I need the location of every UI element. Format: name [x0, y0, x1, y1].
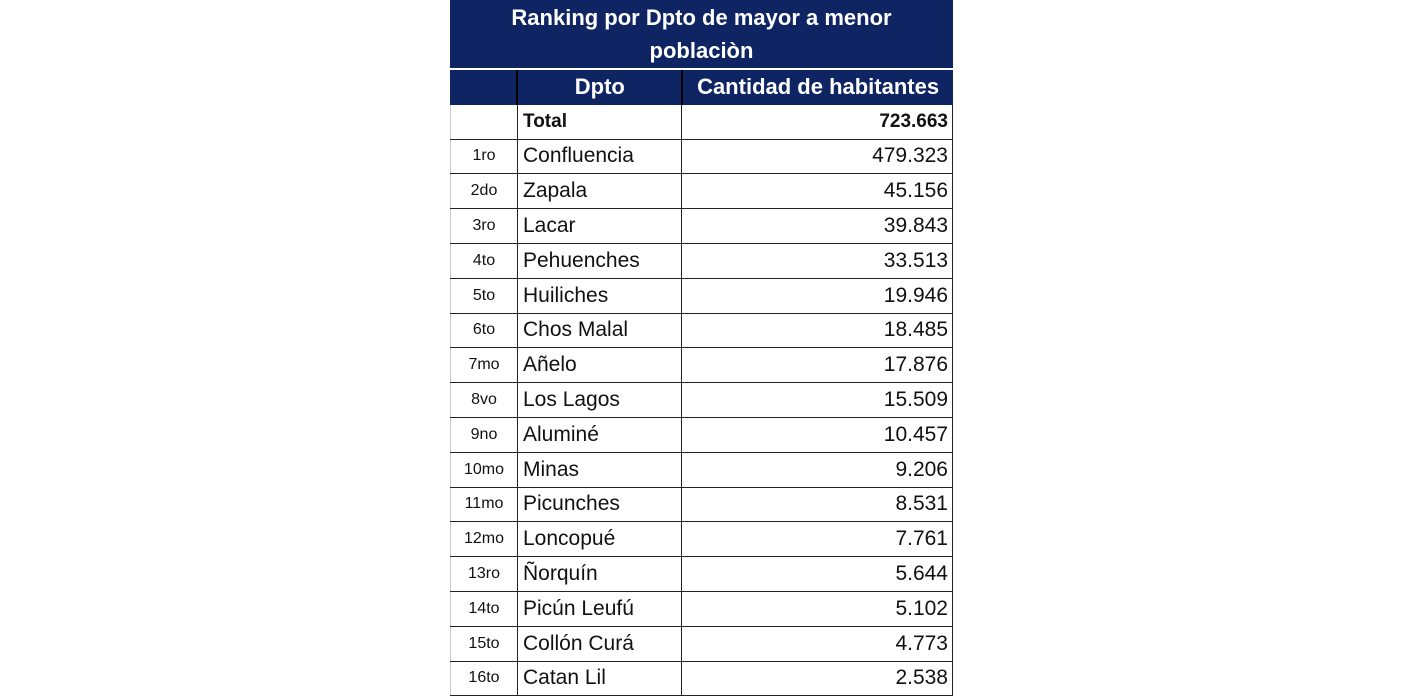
- rank-cell: 4to: [450, 243, 517, 278]
- rank-cell: 5to: [450, 278, 517, 313]
- rank-cell: 3ro: [450, 209, 517, 243]
- total-rank-cell: [450, 104, 517, 139]
- rank-cell: 10mo: [450, 452, 517, 487]
- dpto-cell: Zapala: [517, 174, 681, 209]
- value-cell: 18.485: [681, 313, 953, 348]
- dpto-cell: Los Lagos: [517, 383, 681, 417]
- rank-cell: 14to: [450, 591, 517, 626]
- value-cell: 33.513: [681, 243, 953, 278]
- title-line-2: poblaciòn: [649, 38, 754, 63]
- value-cell: 15.509: [681, 383, 953, 417]
- value-cell: 10.457: [681, 417, 953, 452]
- table-row: 4to Pehuenches 33.513: [450, 243, 953, 279]
- rank-cell: 8vo: [450, 383, 517, 417]
- header-cantidad: Cantidad de habitantes: [681, 70, 953, 105]
- dpto-cell: Lacar: [517, 209, 681, 243]
- table-title: Ranking por Dpto de mayor a menor poblac…: [450, 0, 953, 70]
- table-row: 2do Zapala 45.156: [450, 174, 953, 210]
- dpto-cell: Minas: [517, 452, 681, 487]
- value-cell: 9.206: [681, 452, 953, 487]
- value-cell: 2.538: [681, 661, 953, 696]
- value-cell: 8.531: [681, 487, 953, 522]
- value-cell: 7.761: [681, 522, 953, 557]
- dpto-cell: Pehuenches: [517, 243, 681, 278]
- value-cell: 479.323: [681, 139, 953, 174]
- dpto-cell: Confluencia: [517, 139, 681, 174]
- table-row: 5to Huiliches 19.946: [450, 278, 953, 314]
- table-row: 16to Catan Lil 2.538: [450, 661, 953, 696]
- value-cell: 5.644: [681, 557, 953, 591]
- table-row: 3ro Lacar 39.843: [450, 209, 953, 244]
- total-value: 723.663: [681, 104, 953, 139]
- table-row: 1ro Confluencia 479.323: [450, 139, 953, 175]
- table-row: 12mo Loncopué 7.761: [450, 522, 953, 558]
- header-dpto: Dpto: [516, 70, 681, 105]
- value-cell: 39.843: [681, 209, 953, 243]
- table-row: 13ro Ñorquín 5.644: [450, 557, 953, 592]
- header-rank: [450, 70, 516, 105]
- rank-cell: 15to: [450, 626, 517, 661]
- table-row: 8vo Los Lagos 15.509: [450, 383, 953, 418]
- rank-cell: 1ro: [450, 139, 517, 174]
- table-body: Total 723.663 1ro Confluencia 479.323 2do Za…: [450, 104, 953, 696]
- table-row: 10mo Minas 9.206: [450, 452, 953, 488]
- header-row: Dpto Cantidad de habitantes: [450, 70, 953, 105]
- rank-cell: 9no: [450, 417, 517, 452]
- dpto-cell: Ñorquín: [517, 557, 681, 591]
- rank-cell: 13ro: [450, 557, 517, 591]
- table-row: 14to Picún Leufú 5.102: [450, 591, 953, 627]
- value-cell: 19.946: [681, 278, 953, 313]
- title-line-1: Ranking por Dpto de mayor a menor: [511, 5, 892, 30]
- total-row: Total 723.663: [450, 104, 953, 140]
- value-cell: 45.156: [681, 174, 953, 209]
- ranking-table: Ranking por Dpto de mayor a menor poblac…: [450, 0, 953, 696]
- dpto-cell: Huiliches: [517, 278, 681, 313]
- dpto-cell: Añelo: [517, 348, 681, 383]
- table-row: 9no Aluminé 10.457: [450, 417, 953, 453]
- table-row: 6to Chos Malal 18.485: [450, 313, 953, 349]
- total-label: Total: [517, 104, 681, 139]
- rank-cell: 12mo: [450, 522, 517, 557]
- table-row: 11mo Picunches 8.531: [450, 487, 953, 523]
- dpto-cell: Loncopué: [517, 522, 681, 557]
- dpto-cell: Catan Lil: [517, 661, 681, 696]
- dpto-cell: Picunches: [517, 487, 681, 522]
- rank-cell: 11mo: [450, 487, 517, 522]
- dpto-cell: Aluminé: [517, 417, 681, 452]
- dpto-cell: Picún Leufú: [517, 591, 681, 626]
- rank-cell: 2do: [450, 174, 517, 209]
- dpto-cell: Collón Curá: [517, 626, 681, 661]
- rank-cell: 6to: [450, 313, 517, 348]
- value-cell: 4.773: [681, 626, 953, 661]
- value-cell: 17.876: [681, 348, 953, 383]
- table-row: 7mo Añelo 17.876: [450, 348, 953, 384]
- rank-cell: 16to: [450, 661, 517, 696]
- table-row: 15to Collón Curá 4.773: [450, 626, 953, 662]
- value-cell: 5.102: [681, 591, 953, 626]
- rank-cell: 7mo: [450, 348, 517, 383]
- dpto-cell: Chos Malal: [517, 313, 681, 348]
